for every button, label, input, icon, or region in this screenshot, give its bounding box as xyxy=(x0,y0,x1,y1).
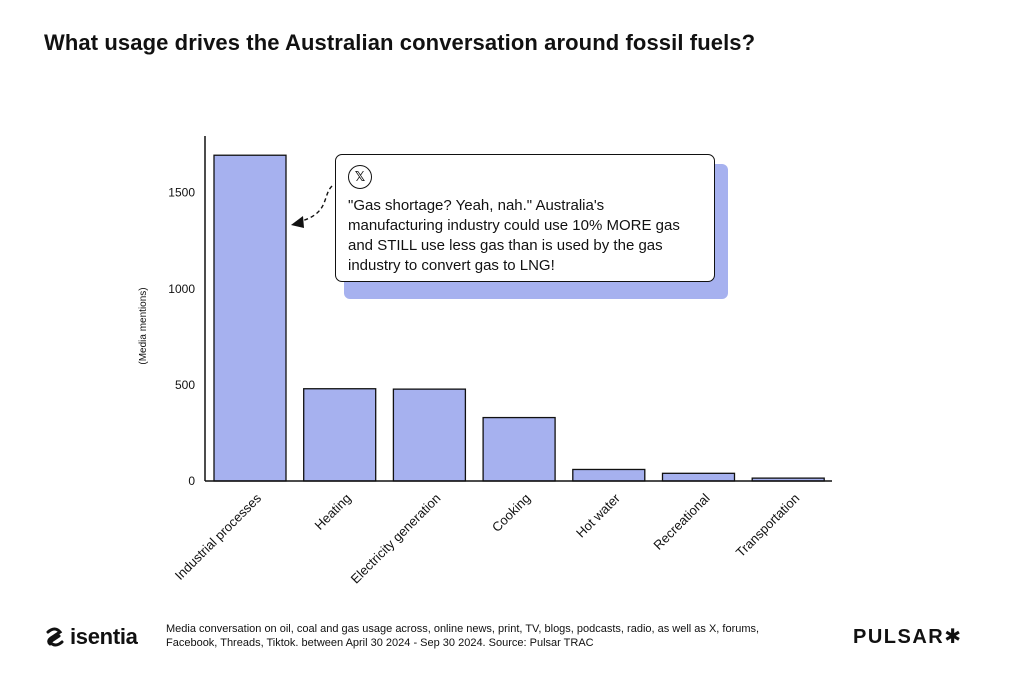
callout-arrowhead xyxy=(291,216,304,228)
bar-recreational xyxy=(661,472,736,482)
pulsar-logo: PULSAR✱ xyxy=(853,624,963,649)
x-tick-label: Hot water xyxy=(573,490,623,540)
isentia-wordmark: isentia xyxy=(70,624,138,649)
y-tick-label: 500 xyxy=(175,378,195,392)
x-tick-label: Electricity generation xyxy=(348,491,444,587)
source-footnote: Media conversation on oil, coal and gas … xyxy=(166,623,760,649)
tweet-callout: 𝕏 "Gas shortage? Yeah, nah." Australia's… xyxy=(335,154,715,282)
callout-arrow xyxy=(297,185,333,223)
y-tick-label: 1000 xyxy=(168,282,195,296)
isentia-logo: isentia xyxy=(44,624,138,650)
bar-industrial-processes xyxy=(213,154,287,482)
bar-heating xyxy=(303,388,377,482)
x-tick-label: Industrial processes xyxy=(172,490,265,583)
y-tick-label: 1500 xyxy=(168,186,195,200)
chart-title: What usage drives the Australian convers… xyxy=(44,30,756,55)
y-tick-label: 0 xyxy=(188,474,195,488)
asterisk-icon: ✱ xyxy=(944,626,963,648)
bar-electricity-generation xyxy=(392,388,467,482)
x-tick-label: Recreational xyxy=(650,490,712,552)
pulsar-wordmark: PULSAR xyxy=(853,626,945,648)
bar-hot-water xyxy=(572,468,646,482)
x-tick-label: Transportation xyxy=(733,491,803,561)
tweet-quote: "Gas shortage? Yeah, nah." Australia's m… xyxy=(348,197,680,274)
bar-cooking xyxy=(482,416,556,482)
x-tick-label: Heating xyxy=(312,491,354,533)
y-axis-label: (Media mentions) xyxy=(138,287,149,364)
x-logo-icon: 𝕏 xyxy=(348,165,372,189)
isentia-mark-icon xyxy=(46,627,64,647)
x-tick-label: Cooking xyxy=(489,491,533,535)
